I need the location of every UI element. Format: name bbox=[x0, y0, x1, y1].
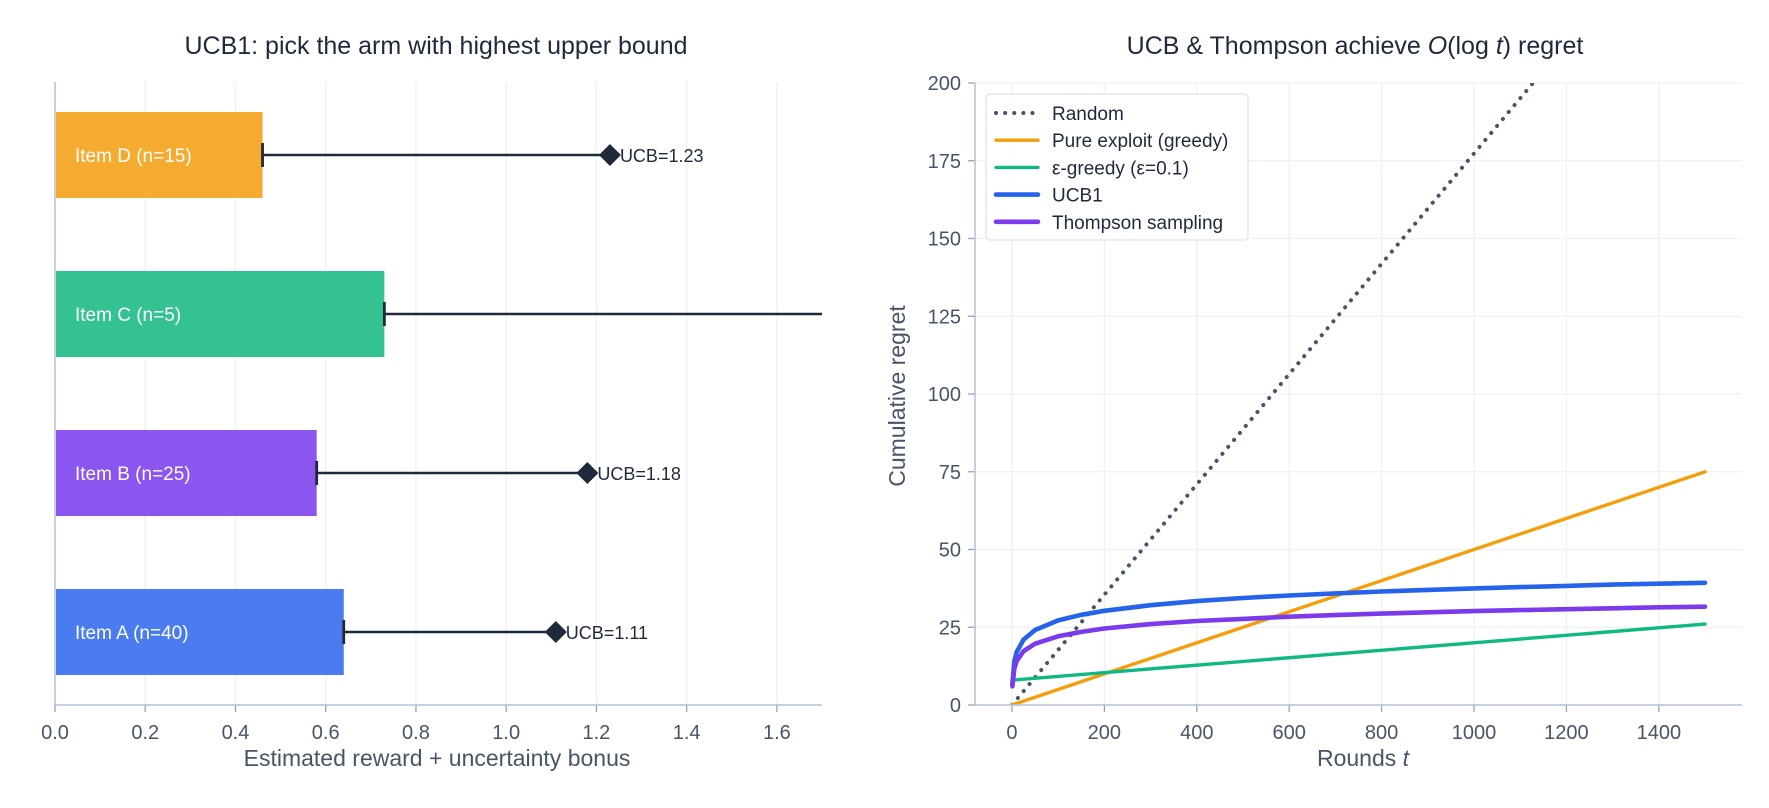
right-y-tick-label: 0 bbox=[950, 695, 961, 717]
left-axes: 0.0 0.2 0.4 0.6 0.8 1.0 1.2 1.4 1.6 bbox=[41, 82, 822, 744]
left-bars: Item A (n=40) UCB=1.11 Item B (n=25) UCB=1.… bbox=[56, 112, 822, 675]
ucb-marker-1 bbox=[576, 462, 599, 484]
left-x-tick-label: 1.0 bbox=[492, 722, 520, 744]
right-x-tick-label: 600 bbox=[1273, 722, 1306, 744]
left-x-tick-label: 0.6 bbox=[312, 722, 340, 744]
left-x-tick-label: 1.4 bbox=[673, 722, 701, 744]
legend-entry-4: Thompson sampling bbox=[1052, 213, 1223, 234]
ucb-marker-0 bbox=[544, 621, 567, 643]
bar-3 bbox=[56, 112, 263, 198]
right-x-tick-label: 800 bbox=[1365, 722, 1398, 744]
left-chart: UCB1: pick the arm with highest upper bo… bbox=[41, 32, 822, 771]
bar-2 bbox=[56, 271, 385, 357]
legend-entry-3: UCB1 bbox=[1052, 186, 1103, 207]
right-x-tick-label: 400 bbox=[1180, 722, 1213, 744]
right-series-group bbox=[1010, 83, 1708, 705]
right-title-part-1: UCB & Thompson achieve bbox=[1127, 32, 1428, 60]
right-x-tick-label: 0 bbox=[1006, 722, 1017, 744]
bar-1 bbox=[56, 430, 317, 516]
right-series-lines bbox=[1010, 83, 1708, 705]
legend-entry-2: ε-greedy (ε=0.1) bbox=[1052, 158, 1189, 179]
bar-label-2: Item C (n=5) bbox=[75, 305, 181, 326]
right-y-axis-label: Cumulative regret bbox=[884, 305, 910, 487]
left-x-tick-label: 0.0 bbox=[41, 722, 69, 744]
legend: Random Pure exploit (greedy) ε-greedy (ε=0… bbox=[985, 93, 1249, 241]
series-line-3 bbox=[1010, 580, 1708, 687]
left-x-tick-label: 1.2 bbox=[583, 722, 611, 744]
series-line-2 bbox=[1010, 622, 1707, 682]
right-x-axis-label: Rounds t bbox=[1317, 745, 1411, 771]
right-x-tick-label: 1200 bbox=[1544, 722, 1589, 744]
right-y-tick-label: 200 bbox=[928, 73, 961, 95]
right-axes: 0 200 400 600 800 1000 1200 1400 0 25 50 75 100 125 15… bbox=[928, 73, 1742, 744]
series-line-1 bbox=[1010, 470, 1707, 705]
right-title-part-5: ) regret bbox=[1503, 32, 1584, 60]
left-x-tick-label: 0.2 bbox=[131, 722, 159, 744]
left-x-axis-label: Estimated reward + uncertainty bonus bbox=[244, 745, 631, 771]
right-y-tick-label: 75 bbox=[939, 462, 961, 484]
right-x-tick-label: 1400 bbox=[1637, 722, 1682, 744]
bar-label-3: Item D (n=15) bbox=[75, 146, 192, 167]
ucb-label-3: UCB=1.23 bbox=[620, 146, 704, 166]
legend-entry-1: Pure exploit (greedy) bbox=[1052, 131, 1228, 152]
legend-box bbox=[985, 93, 1249, 241]
ucb-marker-3 bbox=[598, 144, 621, 166]
bar-0 bbox=[56, 589, 344, 675]
ucb-label-0: UCB=1.11 bbox=[566, 623, 648, 643]
right-title-part-4: t bbox=[1496, 32, 1504, 60]
bar-label-0: Item A (n=40) bbox=[75, 623, 189, 644]
right-y-tick-label: 25 bbox=[939, 617, 961, 639]
right-x-tick-label: 1000 bbox=[1452, 722, 1497, 744]
left-chart-title: UCB1: pick the arm with highest upper bo… bbox=[184, 32, 687, 60]
right-y-tick-label: 150 bbox=[928, 229, 961, 251]
right-title-part-3: (log bbox=[1447, 32, 1496, 60]
right-x-tick-label: 200 bbox=[1088, 722, 1121, 744]
right-y-tick-label: 125 bbox=[928, 306, 961, 328]
left-x-tick-label: 0.4 bbox=[222, 722, 250, 744]
left-x-tick-label: 0.8 bbox=[402, 722, 430, 744]
legend-entry-0: Random bbox=[1052, 104, 1124, 125]
right-chart: UCB & Thompson achieve O(log t) regret 0… bbox=[884, 32, 1742, 771]
right-chart-title: UCB & Thompson achieve O(log t) regret bbox=[1127, 32, 1584, 60]
right-xlabel-part-2: t bbox=[1403, 745, 1411, 771]
left-x-tick-label: 1.6 bbox=[763, 722, 791, 744]
right-y-tick-label: 100 bbox=[928, 384, 961, 406]
right-title-part-2: O bbox=[1428, 32, 1447, 60]
series-line-4 bbox=[1010, 604, 1708, 689]
bar-label-1: Item B (n=25) bbox=[75, 464, 191, 485]
right-xlabel-part-1: Rounds bbox=[1317, 745, 1403, 771]
right-y-tick-label: 175 bbox=[928, 151, 961, 173]
right-y-tick-label: 50 bbox=[939, 540, 961, 562]
ucb-label-1: UCB=1.18 bbox=[597, 464, 681, 484]
